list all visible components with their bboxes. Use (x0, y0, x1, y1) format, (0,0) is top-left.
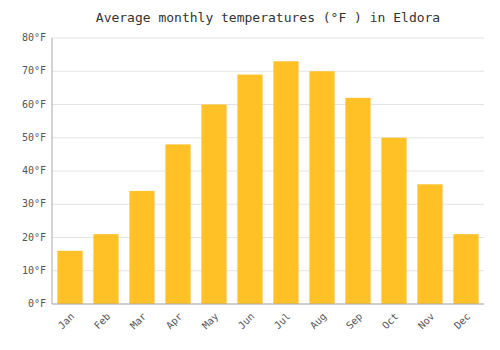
title: Average monthly temperatures (°F ) in El… (96, 10, 440, 25)
y-tick-label: 30°F (22, 198, 46, 209)
y-tick-label: 80°F (22, 32, 46, 43)
y-tick-label: 60°F (22, 99, 46, 110)
x-tick-label: Nov (416, 311, 437, 332)
bar (93, 234, 118, 304)
bar (381, 138, 406, 304)
x-tick-label: Apr (164, 311, 185, 332)
x-tick-label: May (200, 311, 221, 332)
bar (453, 234, 478, 304)
bar (165, 144, 190, 304)
x-tick-label: Jul (272, 311, 293, 332)
grid (52, 38, 484, 304)
chart: 0°F 10°F 20°F 30°F 40°F 50°F 60°F 70°F 80°F Jan Fe… (0, 0, 500, 350)
grid-line (52, 38, 484, 39)
grid-line (52, 137, 484, 138)
x-tick-label: Jan (56, 311, 77, 332)
x-axis-line (52, 304, 484, 305)
y-tick-label: 50°F (22, 132, 46, 143)
bar (417, 184, 442, 304)
grid-line (52, 171, 484, 172)
grid-line (52, 104, 484, 105)
x-tick-label: Oct (380, 311, 401, 332)
bar (57, 251, 82, 304)
y-tick-label: 10°F (22, 265, 46, 276)
y-tick-label: 70°F (22, 65, 46, 76)
grid-line (52, 304, 484, 305)
x-tick-label: Mar (128, 311, 149, 332)
y-tick-label: 0°F (28, 298, 46, 309)
x-tick-label: Aug (308, 311, 329, 332)
bar (273, 61, 298, 304)
y-tick-label: 20°F (22, 232, 46, 243)
grid-line (52, 71, 484, 72)
bars (57, 61, 478, 304)
y-tick-label: 40°F (22, 165, 46, 176)
x-tick-label: Dec (452, 311, 473, 332)
bar (237, 75, 262, 304)
bar (309, 71, 334, 304)
x-tick-label: Sep (344, 311, 365, 332)
bar (345, 98, 370, 304)
bar (201, 105, 226, 305)
bar (129, 191, 154, 304)
x-tick-label: Feb (92, 311, 113, 332)
x-tick-label: Jun (236, 311, 257, 332)
y-axis-line (52, 38, 53, 304)
